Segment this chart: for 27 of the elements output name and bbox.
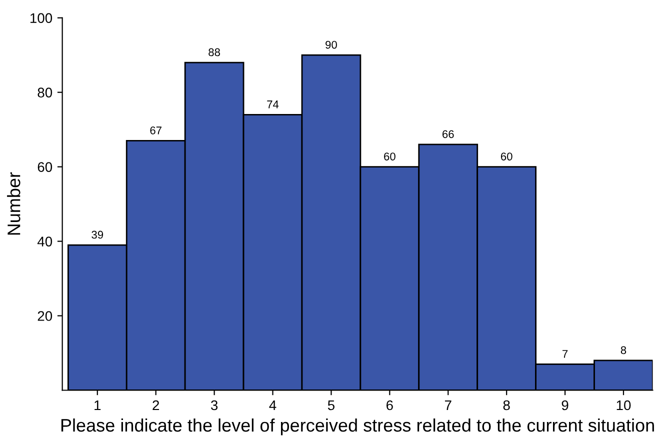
x-axis-title: Please indicate the level of perceived stress related to the current situation	[61, 418, 654, 436]
x-tick-label: 8	[503, 400, 510, 410]
x-tick-label: 9	[562, 400, 568, 410]
x-tick-label: 3	[210, 400, 218, 410]
x-tick-label: 4	[269, 400, 276, 410]
data-label: 88	[208, 48, 220, 56]
data-label: 66	[442, 130, 454, 138]
y-tick-label: 60	[38, 162, 52, 172]
x-tick-label: 1	[94, 400, 101, 410]
data-label: 74	[267, 100, 279, 108]
data-label: 67	[150, 126, 162, 134]
data-label: 60	[500, 152, 512, 160]
x-tick-label: 5	[328, 400, 334, 410]
y-axis-title: Number	[7, 172, 20, 235]
y-tick-label: 40	[37, 236, 52, 246]
data-label: 60	[384, 152, 396, 160]
x-tick-label: 2	[152, 400, 160, 410]
y-tick-label: 80	[38, 88, 52, 98]
data-label: 7	[562, 350, 568, 358]
data-label: 39	[92, 230, 104, 239]
x-tick-label: 6	[386, 400, 393, 410]
y-tick-label: 100	[30, 13, 52, 24]
data-label: 8	[620, 346, 626, 354]
x-tick-label: 10	[616, 400, 631, 410]
x-tick-label: 7	[444, 400, 452, 410]
y-tick-label: 20	[38, 311, 52, 321]
data-label: 90	[326, 40, 337, 49]
